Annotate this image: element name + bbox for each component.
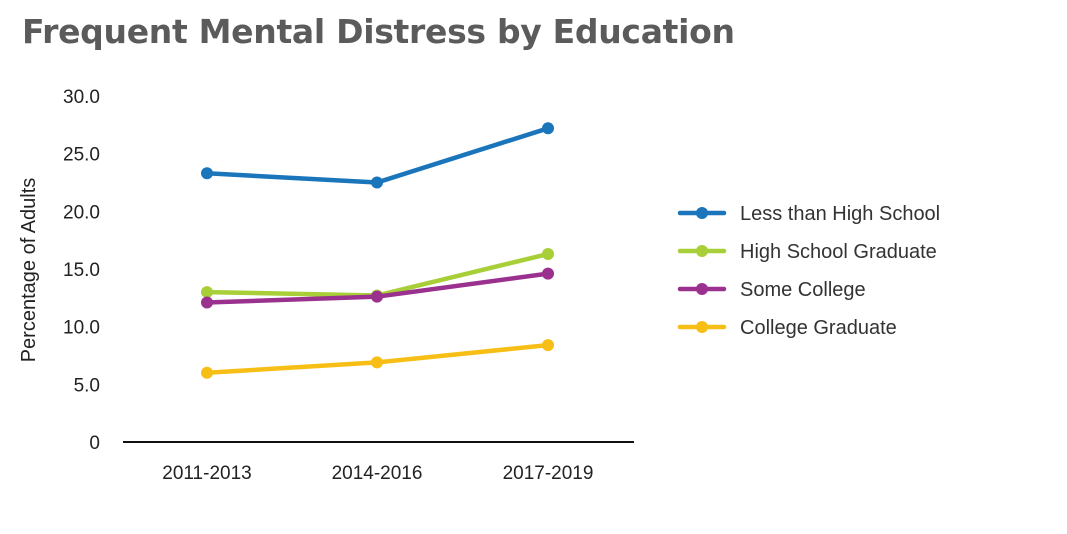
y-tick-label: 15.0 [63,260,100,281]
series-line [204,126,551,185]
data-point [542,267,554,280]
legend-item: College Graduate [677,317,897,339]
legend-swatch-marker [696,207,708,219]
legend-swatch-marker [696,245,708,257]
legend-label: Some College [740,279,866,301]
data-point [201,296,213,309]
y-tick-label: 5.0 [74,375,100,396]
x-tick-label: 2017-2019 [503,463,594,484]
y-axis-ticks: 0 5.0 10.0 15.0 20.0 25.0 30.0 [63,87,100,454]
series-2 [201,267,554,309]
y-tick-label: 0 [89,433,100,454]
y-tick-label: 30.0 [63,87,100,108]
data-point [371,176,383,189]
legend-item: Less than High School [677,203,940,225]
legend-swatch-marker [696,283,708,295]
x-tick-label: 2011-2013 [162,463,251,484]
y-axis-title: Percentage of Adults [18,178,40,363]
data-point [201,366,213,379]
legend-swatch-marker [696,321,708,333]
y-tick-label: 25.0 [63,145,100,166]
series-layer [201,122,554,379]
series-3 [201,339,554,379]
data-point [371,356,383,369]
data-point [542,248,554,261]
x-tick-label: 2014-2016 [332,463,423,484]
y-tick-label: 10.0 [63,318,100,339]
legend-label: Less than High School [740,203,940,225]
series-line [204,251,551,298]
data-point [201,286,213,299]
y-tick-label: 20.0 [63,202,100,223]
legend-label: College Graduate [740,317,897,339]
data-point [201,167,213,180]
legend-item: High School Graduate [677,241,937,263]
legend-item: Some College [677,279,866,301]
data-point [542,122,554,135]
legend: Less than High School High School Graduat… [677,203,940,339]
data-point [542,339,554,352]
series-0 [201,122,554,189]
data-point [371,290,383,303]
x-axis-ticks: 2011-2013 2014-2016 2017-2019 [162,463,593,484]
legend-label: High School Graduate [740,241,937,263]
chart-title: Frequent Mental Distress by Education [22,12,735,51]
